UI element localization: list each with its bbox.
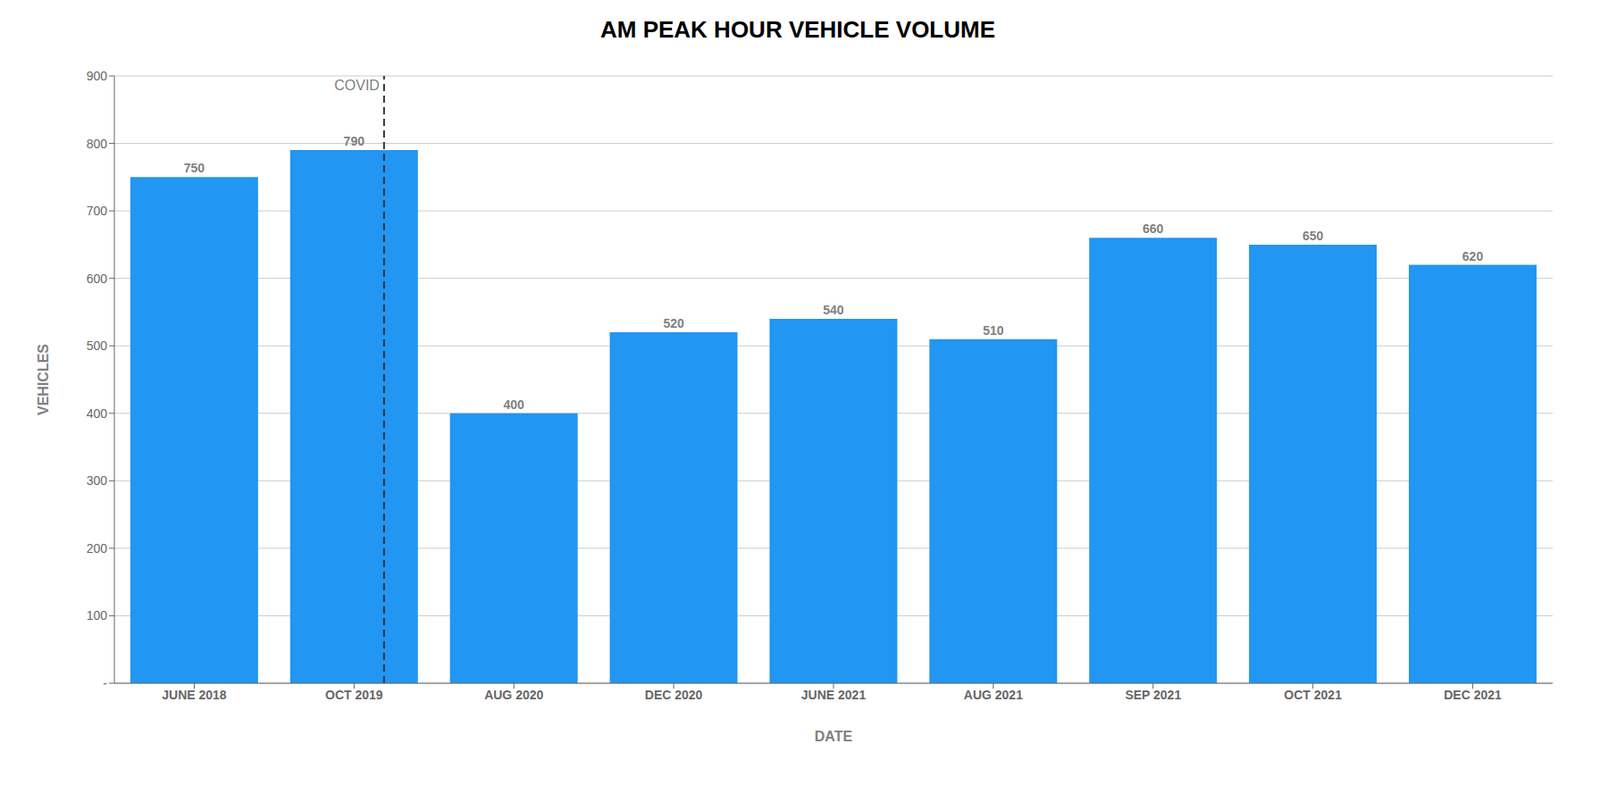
svg-text:-: -	[102, 676, 108, 691]
svg-text:300: 300	[86, 473, 109, 488]
svg-text:JUNE 2018: JUNE 2018	[161, 687, 227, 703]
svg-text:400: 400	[86, 406, 109, 421]
svg-text:400: 400	[502, 397, 525, 412]
svg-text:600: 600	[86, 271, 109, 286]
svg-text:DEC 2020: DEC 2020	[645, 687, 704, 703]
svg-text:JUNE 2021: JUNE 2021	[801, 687, 867, 703]
svg-text:SEP 2021: SEP 2021	[1124, 687, 1182, 703]
svg-text:VEHICLES: VEHICLES	[35, 343, 51, 416]
svg-text:700: 700	[86, 203, 109, 218]
svg-text:100: 100	[86, 608, 109, 623]
svg-text:500: 500	[86, 338, 109, 353]
svg-text:AUG 2020: AUG 2020	[484, 687, 544, 703]
svg-text:AUG 2021: AUG 2021	[963, 687, 1023, 703]
svg-text:750: 750	[184, 160, 206, 176]
svg-text:DATE: DATE	[814, 728, 854, 745]
svg-text:DEC 2021: DEC 2021	[1443, 687, 1502, 703]
svg-text:650: 650	[1302, 228, 1324, 243]
svg-text:200: 200	[86, 541, 109, 556]
svg-text:620: 620	[1462, 249, 1484, 264]
svg-text:OCT 2021: OCT 2021	[1283, 687, 1342, 703]
svg-text:660: 660	[1142, 221, 1165, 236]
svg-text:OCT 2019: OCT 2019	[325, 687, 384, 703]
html-text:AM PEAK HOUR VEHICLE VOLUME: AM PEAK HOUR VEHICLE VOLUME	[600, 16, 996, 43]
svg-text:540: 540	[822, 302, 845, 318]
svg-text:520: 520	[662, 316, 685, 331]
svg-text:900: 900	[86, 68, 109, 84]
svg-text:510: 510	[982, 323, 1005, 338]
svg-text:790: 790	[343, 134, 366, 149]
svg-text:COVID: COVID	[334, 77, 380, 93]
svg-text:800: 800	[86, 136, 109, 151]
